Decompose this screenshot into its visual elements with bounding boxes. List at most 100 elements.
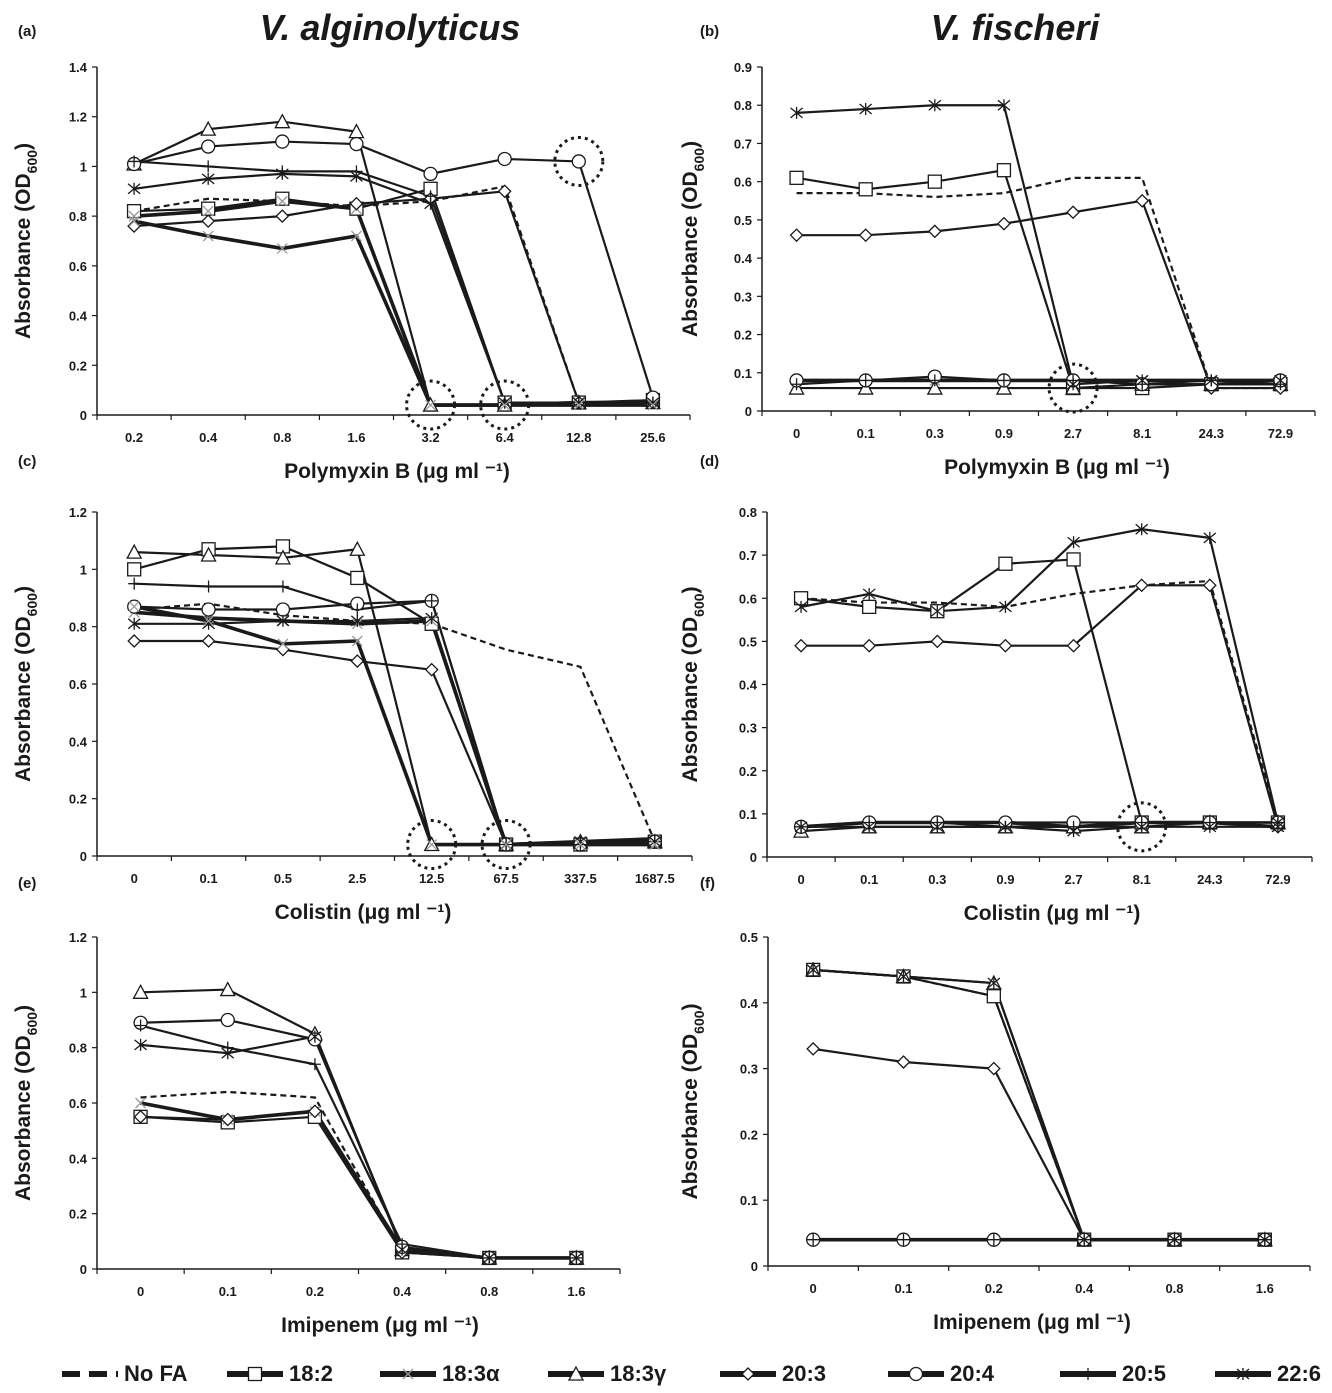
- data-point-s203: [927, 224, 942, 239]
- data-point-s203: [862, 638, 877, 653]
- data-point-s226: [859, 103, 873, 116]
- data-point-s226: [1203, 531, 1217, 544]
- y-tick-label: 0.2: [69, 358, 87, 373]
- x-tick-label: 0.4: [393, 1284, 412, 1299]
- y-tick-label: 0.3: [740, 1062, 758, 1077]
- data-point-s183g: [219, 981, 236, 997]
- series-line-s203: [796, 199, 1281, 390]
- data-point-s183a: [649, 839, 661, 850]
- data-point-s182: [862, 599, 877, 615]
- x-tick-label: 24.3: [1197, 872, 1222, 887]
- data-point-s226: [1274, 374, 1287, 387]
- x-tick-label: 24.3: [1199, 426, 1224, 441]
- data-point-s226: [806, 963, 820, 976]
- legend-marker: [908, 1366, 924, 1382]
- data-point-s226: [897, 970, 910, 983]
- x-tick-label: 8.1: [1133, 872, 1151, 887]
- data-point-s183a: [574, 839, 586, 850]
- y-tick-label: 0.5: [734, 213, 752, 228]
- series-line-s183a: [133, 219, 653, 407]
- data-point-s226: [498, 396, 512, 409]
- highlight-circle: [1116, 801, 1168, 853]
- x-axis-label: Imipenem (μg ml ⁻¹): [933, 1311, 1131, 1334]
- x-tick-label: 1.6: [567, 1284, 585, 1299]
- data-point-s204: [201, 139, 216, 154]
- data-point-s183a: [573, 399, 585, 411]
- data-point-s203: [858, 228, 873, 243]
- series-line-s203: [801, 584, 1279, 828]
- legend-item: No FA: [62, 1361, 188, 1386]
- legend-item: 18:3γ: [548, 1361, 667, 1386]
- y-tick-label: 0.6: [734, 175, 752, 190]
- y-tick-label: 0.2: [739, 764, 757, 779]
- data-point-s204: [423, 166, 438, 182]
- y-tick-label: 0.7: [739, 548, 757, 563]
- data-point-s226: [1135, 374, 1149, 387]
- y-tick-label: 0.2: [740, 1127, 758, 1142]
- data-point-s183a: [426, 839, 438, 850]
- x-tick-label: 72.9: [1265, 872, 1290, 887]
- legend-item: 22:6: [1215, 1361, 1321, 1386]
- data-point-s183g: [132, 983, 149, 999]
- data-point-s226: [794, 600, 808, 613]
- x-axis-label: Polymyxin B (μg ml ⁻¹): [944, 456, 1170, 479]
- y-tick-label: 0.3: [734, 289, 752, 304]
- data-point-s226: [350, 170, 363, 183]
- data-point-s203: [307, 1104, 322, 1119]
- highlight-circle: [1047, 362, 1099, 414]
- x-tick-label: 0.5: [274, 871, 292, 886]
- data-point-s204: [497, 151, 512, 167]
- x-axis-label: Polymyxin B (μg ml ⁻¹): [284, 460, 510, 483]
- legend-item: 18:3α: [380, 1361, 500, 1386]
- data-point-s226: [1271, 820, 1285, 833]
- legend-item: 20:3: [720, 1361, 826, 1386]
- data-point-s183a: [276, 195, 288, 207]
- data-point-s205: [425, 594, 438, 607]
- data-point-s226: [1203, 820, 1217, 833]
- legend-label: 20:5: [1122, 1361, 1166, 1386]
- y-tick-label: 0.5: [740, 930, 758, 945]
- data-point-s226: [275, 167, 289, 180]
- legend-marker: [402, 1368, 414, 1380]
- x-tick-label: 0: [137, 1284, 144, 1299]
- chart-panel: (e) 0 0.2 0.4 0.6 0.8 1 1.2 0 0.1 0.2 0.4 0.8 1.6 Imip…: [12, 875, 621, 1337]
- series-line-s182: [800, 558, 1278, 824]
- y-tick-label: 0.8: [69, 1041, 87, 1056]
- data-point-s183a: [499, 399, 511, 411]
- data-point-s226: [276, 614, 290, 627]
- y-tick-label: 0.1: [740, 1193, 758, 1208]
- y-tick-label: 0.6: [69, 1096, 87, 1111]
- legend-label: 20:3: [782, 1361, 826, 1386]
- chart-panel: (b) 0 0.1 0.2 0.3 0.4 0.5 0.6 0.7 0.8 0.9 0 0.1 0.3 0.…: [679, 23, 1316, 479]
- y-tick-label: 0: [80, 1262, 87, 1277]
- data-point-s203: [789, 228, 804, 243]
- data-point-s204: [275, 134, 290, 149]
- series-line-s204: [133, 140, 654, 398]
- legend-label: 22:6: [1277, 1361, 1321, 1386]
- x-tick-label: 0.1: [200, 871, 218, 886]
- data-point-s205: [351, 603, 364, 616]
- data-point-s203: [275, 209, 290, 224]
- x-tick-label: 0: [793, 426, 800, 441]
- data-point-s203: [1134, 578, 1149, 593]
- data-point-s203: [1135, 193, 1150, 208]
- title-right: V. fischeri: [931, 7, 1101, 48]
- data-point-s205: [790, 378, 803, 391]
- title-left: V. alginolyticus: [260, 7, 521, 48]
- y-tick-label: 0.2: [69, 1207, 87, 1222]
- panel-label: (a): [18, 23, 36, 40]
- highlight-circle: [553, 135, 605, 187]
- y-tick-label: 0.9: [734, 60, 752, 75]
- x-tick-label: 0.4: [1075, 1281, 1094, 1296]
- data-point-s183a: [425, 399, 437, 411]
- y-tick-label: 0.4: [739, 678, 758, 693]
- x-tick-label: 0.1: [860, 872, 878, 887]
- x-tick-label: 0.3: [926, 426, 944, 441]
- legend-marker: [247, 1366, 263, 1382]
- data-point-s226: [999, 820, 1012, 833]
- y-tick-label: 0.5: [739, 634, 757, 649]
- data-point-s226: [794, 820, 808, 833]
- data-point-s226: [574, 835, 587, 848]
- chart-panel: (f) 0 0.1 0.2 0.3 0.4 0.5 0 0.1 0.2 0.4 0.8 1.6 Imipe…: [679, 875, 1311, 1334]
- legend-marker: [1236, 1368, 1250, 1380]
